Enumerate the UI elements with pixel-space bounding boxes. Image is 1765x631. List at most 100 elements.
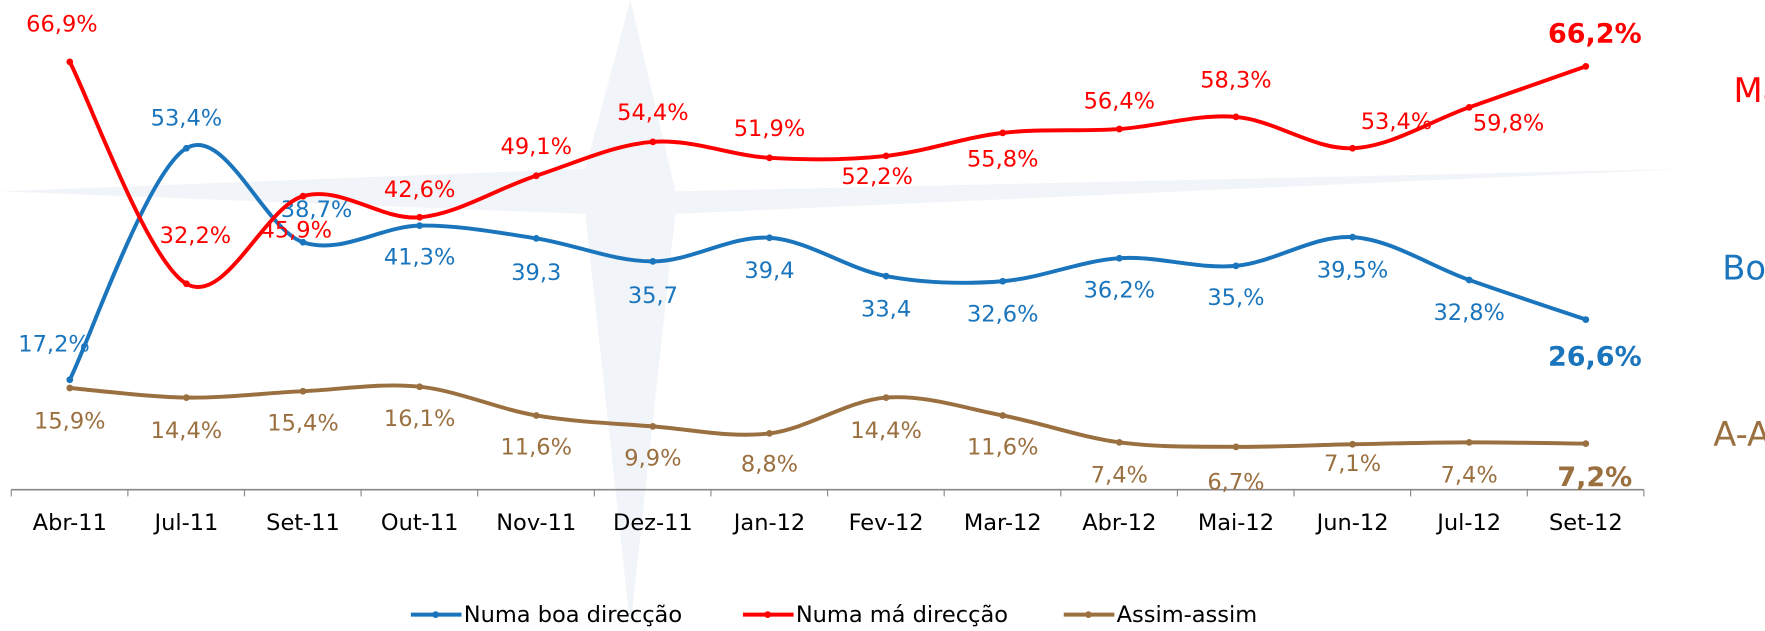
point	[883, 273, 890, 280]
data-label: 52,2%	[841, 164, 912, 190]
point	[1582, 63, 1589, 70]
point	[999, 278, 1006, 285]
legend-label: Numa boa direcção	[464, 602, 682, 627]
data-label: 39,3	[511, 260, 561, 286]
chart: Abr-11Jul-11Set-11Out-11Nov-11Dez-11Jan-…	[0, 0, 1765, 627]
legend-marker	[764, 611, 771, 618]
point	[183, 145, 190, 152]
point	[883, 153, 890, 160]
data-label: 7,1%	[1324, 451, 1381, 477]
point	[766, 154, 773, 161]
point	[1582, 440, 1589, 447]
data-label: 11,6%	[967, 435, 1038, 461]
x-tick-label: Set-12	[1549, 510, 1623, 536]
data-label: 54,4%	[617, 100, 688, 126]
data-label: 59,8%	[1473, 111, 1544, 137]
data-label: 7,4%	[1091, 463, 1148, 489]
data-label: 15,4%	[267, 410, 338, 436]
point	[1233, 443, 1240, 450]
data-label: 58,3%	[1200, 67, 1271, 93]
legend-marker	[1085, 611, 1092, 618]
point	[883, 394, 890, 401]
point	[1349, 145, 1356, 152]
point	[533, 412, 540, 419]
point	[300, 388, 307, 395]
point	[416, 383, 423, 390]
x-tick-label: Out-11	[381, 510, 459, 536]
point	[416, 214, 423, 221]
point	[1349, 234, 1356, 241]
point	[1233, 263, 1240, 270]
data-label: 41,3%	[384, 245, 455, 271]
point	[1466, 277, 1473, 284]
point	[1116, 126, 1123, 133]
x-tick-label: Jul-11	[152, 510, 218, 536]
data-label: 56,4%	[1084, 89, 1155, 115]
data-label: 66,9%	[26, 11, 97, 37]
point	[1582, 316, 1589, 323]
point	[533, 235, 540, 242]
data-label: 45,9%	[261, 218, 332, 244]
data-label: 7,4%	[1441, 463, 1498, 489]
point	[649, 138, 656, 145]
data-label: 35,%	[1207, 285, 1264, 311]
x-tick-label: Fev-12	[849, 510, 924, 536]
series-annotation: Má	[1733, 71, 1765, 110]
point	[1233, 114, 1240, 121]
series-annotation: Boa	[1722, 249, 1765, 288]
x-tick-label: Jun-12	[1315, 510, 1389, 536]
point	[999, 412, 1006, 419]
data-label: 16,1%	[384, 406, 455, 432]
data-label: 26,6%	[1548, 341, 1642, 372]
point	[649, 423, 656, 430]
point	[183, 280, 190, 287]
series-annotation: A-A	[1713, 415, 1765, 454]
x-tick-label: Abr-12	[1082, 510, 1156, 536]
x-tick-label: Mar-12	[964, 510, 1042, 536]
point	[66, 59, 73, 66]
data-label: 32,8%	[1433, 300, 1504, 326]
legend-label: Assim-assim	[1117, 602, 1258, 627]
legend-label: Numa má direcção	[796, 602, 1008, 627]
point	[766, 234, 773, 241]
point	[183, 394, 190, 401]
legend-marker	[432, 611, 439, 618]
point	[766, 430, 773, 437]
data-label: 7,2%	[1557, 462, 1632, 493]
data-label: 39,4	[744, 258, 794, 284]
x-tick-label: Mai-12	[1198, 510, 1274, 536]
data-label: 35,7	[628, 283, 678, 309]
x-tick-label: Jan-12	[732, 510, 805, 536]
data-label: 14,4%	[850, 418, 921, 444]
point	[1466, 104, 1473, 111]
data-label: 14,4%	[151, 418, 222, 444]
data-label: 42,6%	[384, 177, 455, 203]
data-label: 17,2%	[18, 331, 89, 357]
data-label: 9,9%	[624, 446, 681, 472]
data-label: 6,7%	[1207, 469, 1264, 495]
point	[300, 193, 307, 200]
data-label: 39,5%	[1317, 257, 1388, 283]
point	[1116, 255, 1123, 262]
point	[1466, 439, 1473, 446]
data-label: 49,1%	[501, 134, 572, 160]
data-label: 55,8%	[967, 146, 1038, 172]
point	[999, 130, 1006, 137]
point	[416, 222, 423, 229]
point	[1349, 441, 1356, 448]
x-tick-label: Set-11	[266, 510, 340, 536]
point	[66, 376, 73, 383]
data-label: 66,2%	[1548, 18, 1642, 49]
x-tick-label: Jul-12	[1435, 510, 1501, 536]
data-label: 53,4%	[1361, 109, 1432, 135]
point	[1116, 439, 1123, 446]
data-label: 53,4%	[151, 105, 222, 131]
x-tick-label: Dez-11	[613, 510, 693, 536]
point	[649, 258, 656, 265]
data-label: 8,8%	[741, 451, 798, 477]
x-tick-label: Abr-11	[33, 510, 107, 536]
data-label: 36,2%	[1084, 277, 1155, 303]
data-label: 51,9%	[734, 116, 805, 142]
point	[66, 385, 73, 392]
data-label: 33,4	[861, 296, 911, 322]
